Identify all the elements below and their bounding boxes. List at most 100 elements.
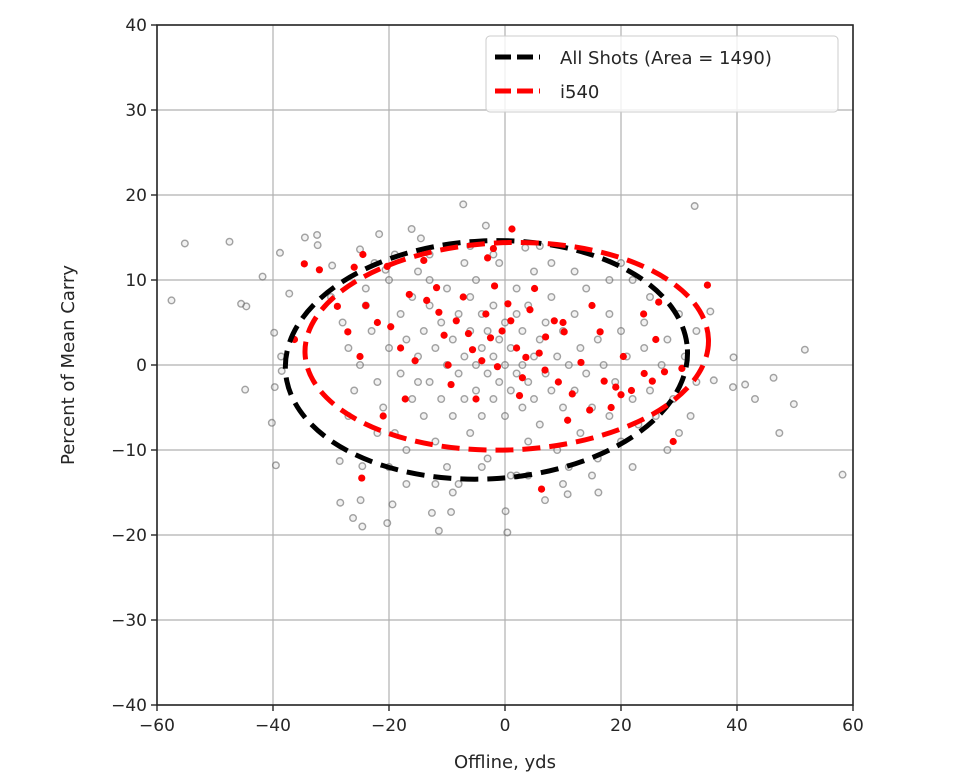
all-shots-point (388, 500, 397, 509)
i540-point (452, 317, 460, 325)
x-tick-label: 40 (726, 716, 748, 736)
all-shots-point (524, 437, 533, 446)
all-shots-point (657, 361, 666, 370)
i540-point (617, 391, 625, 399)
all-shots-point (443, 284, 452, 293)
all-shots-point (582, 284, 591, 293)
all-shots-point (483, 327, 492, 336)
all-shots-point (385, 344, 394, 353)
all-shots-point (443, 463, 452, 472)
i540-point (703, 281, 712, 289)
all-shots-point (570, 310, 579, 319)
all-shots-point (582, 369, 591, 378)
all-shots-point (530, 352, 539, 361)
all-shots-point (576, 344, 585, 353)
all-shots-point (605, 276, 614, 285)
all-shots-point (547, 386, 556, 395)
all-shots-point (477, 412, 486, 421)
all-shots-point (594, 488, 603, 497)
i540-point (405, 290, 413, 299)
all-shots-point (640, 344, 649, 353)
all-shots-point (692, 327, 701, 336)
i540-point (600, 377, 608, 385)
x-tick-label: −40 (255, 716, 291, 736)
all-shots-point (448, 335, 457, 344)
x-axis-label: Offline, yds (454, 752, 556, 773)
i540-point (472, 395, 480, 403)
all-shots-point (285, 289, 294, 298)
i540-ellipse (302, 239, 711, 453)
all-shots-point (460, 395, 469, 404)
all-shots-point (344, 344, 353, 353)
all-shots-point (675, 429, 684, 438)
all-shots-point (454, 480, 463, 489)
y-axis-label: Percent of Mean Carry (58, 265, 79, 465)
all-shots-point (385, 276, 394, 285)
i540-point (459, 293, 467, 301)
all-shots-point (483, 454, 492, 463)
all-shots-point (789, 400, 798, 409)
all-shots-point (448, 488, 457, 497)
all-shots-point (501, 412, 510, 421)
legend: All Shots (Area = 1490) i540 (485, 35, 839, 113)
all-shots-point (466, 429, 475, 438)
all-shots-point (454, 369, 463, 378)
all-shots-point (706, 307, 715, 316)
i540-point (522, 353, 530, 361)
all-shots-point (588, 471, 597, 480)
all-shots-point (313, 230, 322, 239)
all-shots-point (628, 395, 637, 404)
all-shots-point (576, 429, 585, 438)
all-shots-point (512, 369, 521, 378)
all-shots-point (570, 267, 579, 276)
i540-point (627, 386, 636, 395)
all-shots-point (267, 418, 276, 427)
all-shots-point (356, 496, 365, 505)
all-shots-points (167, 200, 847, 537)
i540-point (498, 327, 506, 335)
all-shots-point (541, 496, 550, 505)
all-shots-point (605, 310, 614, 319)
i540-point (537, 485, 546, 493)
i540-point (648, 377, 656, 385)
i540-point (568, 390, 576, 398)
i540-point (669, 437, 677, 446)
all-shots-point (646, 386, 655, 395)
all-shots-point (277, 366, 286, 375)
y-tick-label: 10 (125, 271, 147, 291)
all-shots-point (530, 395, 539, 404)
all-shots-point (769, 373, 778, 382)
i540-point (588, 301, 596, 310)
all-shots-point (512, 284, 521, 293)
all-shots-point (383, 519, 392, 528)
y-tick-label: 40 (125, 16, 147, 36)
all-shots-point (402, 335, 411, 344)
i540-point (559, 318, 567, 327)
all-shots-point (709, 376, 718, 385)
all-shots-point (180, 239, 189, 248)
i540-point (560, 328, 568, 336)
grid-lines (156, 24, 854, 706)
i540-point (660, 368, 669, 376)
all-shots-point (448, 412, 457, 421)
x-tick-label: −20 (371, 716, 407, 736)
i540-point (586, 406, 594, 414)
i540-point (435, 308, 443, 316)
all-shots-point (241, 385, 250, 394)
all-shots-point (599, 361, 608, 370)
all-shots-point (328, 261, 337, 270)
all-shots-point (489, 352, 498, 361)
i540-point (397, 344, 405, 352)
all-shots-point (358, 522, 367, 531)
all-shots-point (477, 344, 486, 353)
all-shots-point (335, 457, 344, 466)
all-shots-point (663, 335, 672, 344)
all-shots-point (242, 302, 251, 311)
all-shots-point (521, 243, 530, 252)
all-shots-point (379, 403, 388, 412)
i540-point (550, 317, 558, 325)
all-shots-point (512, 310, 521, 319)
all-shots-point (663, 446, 672, 455)
